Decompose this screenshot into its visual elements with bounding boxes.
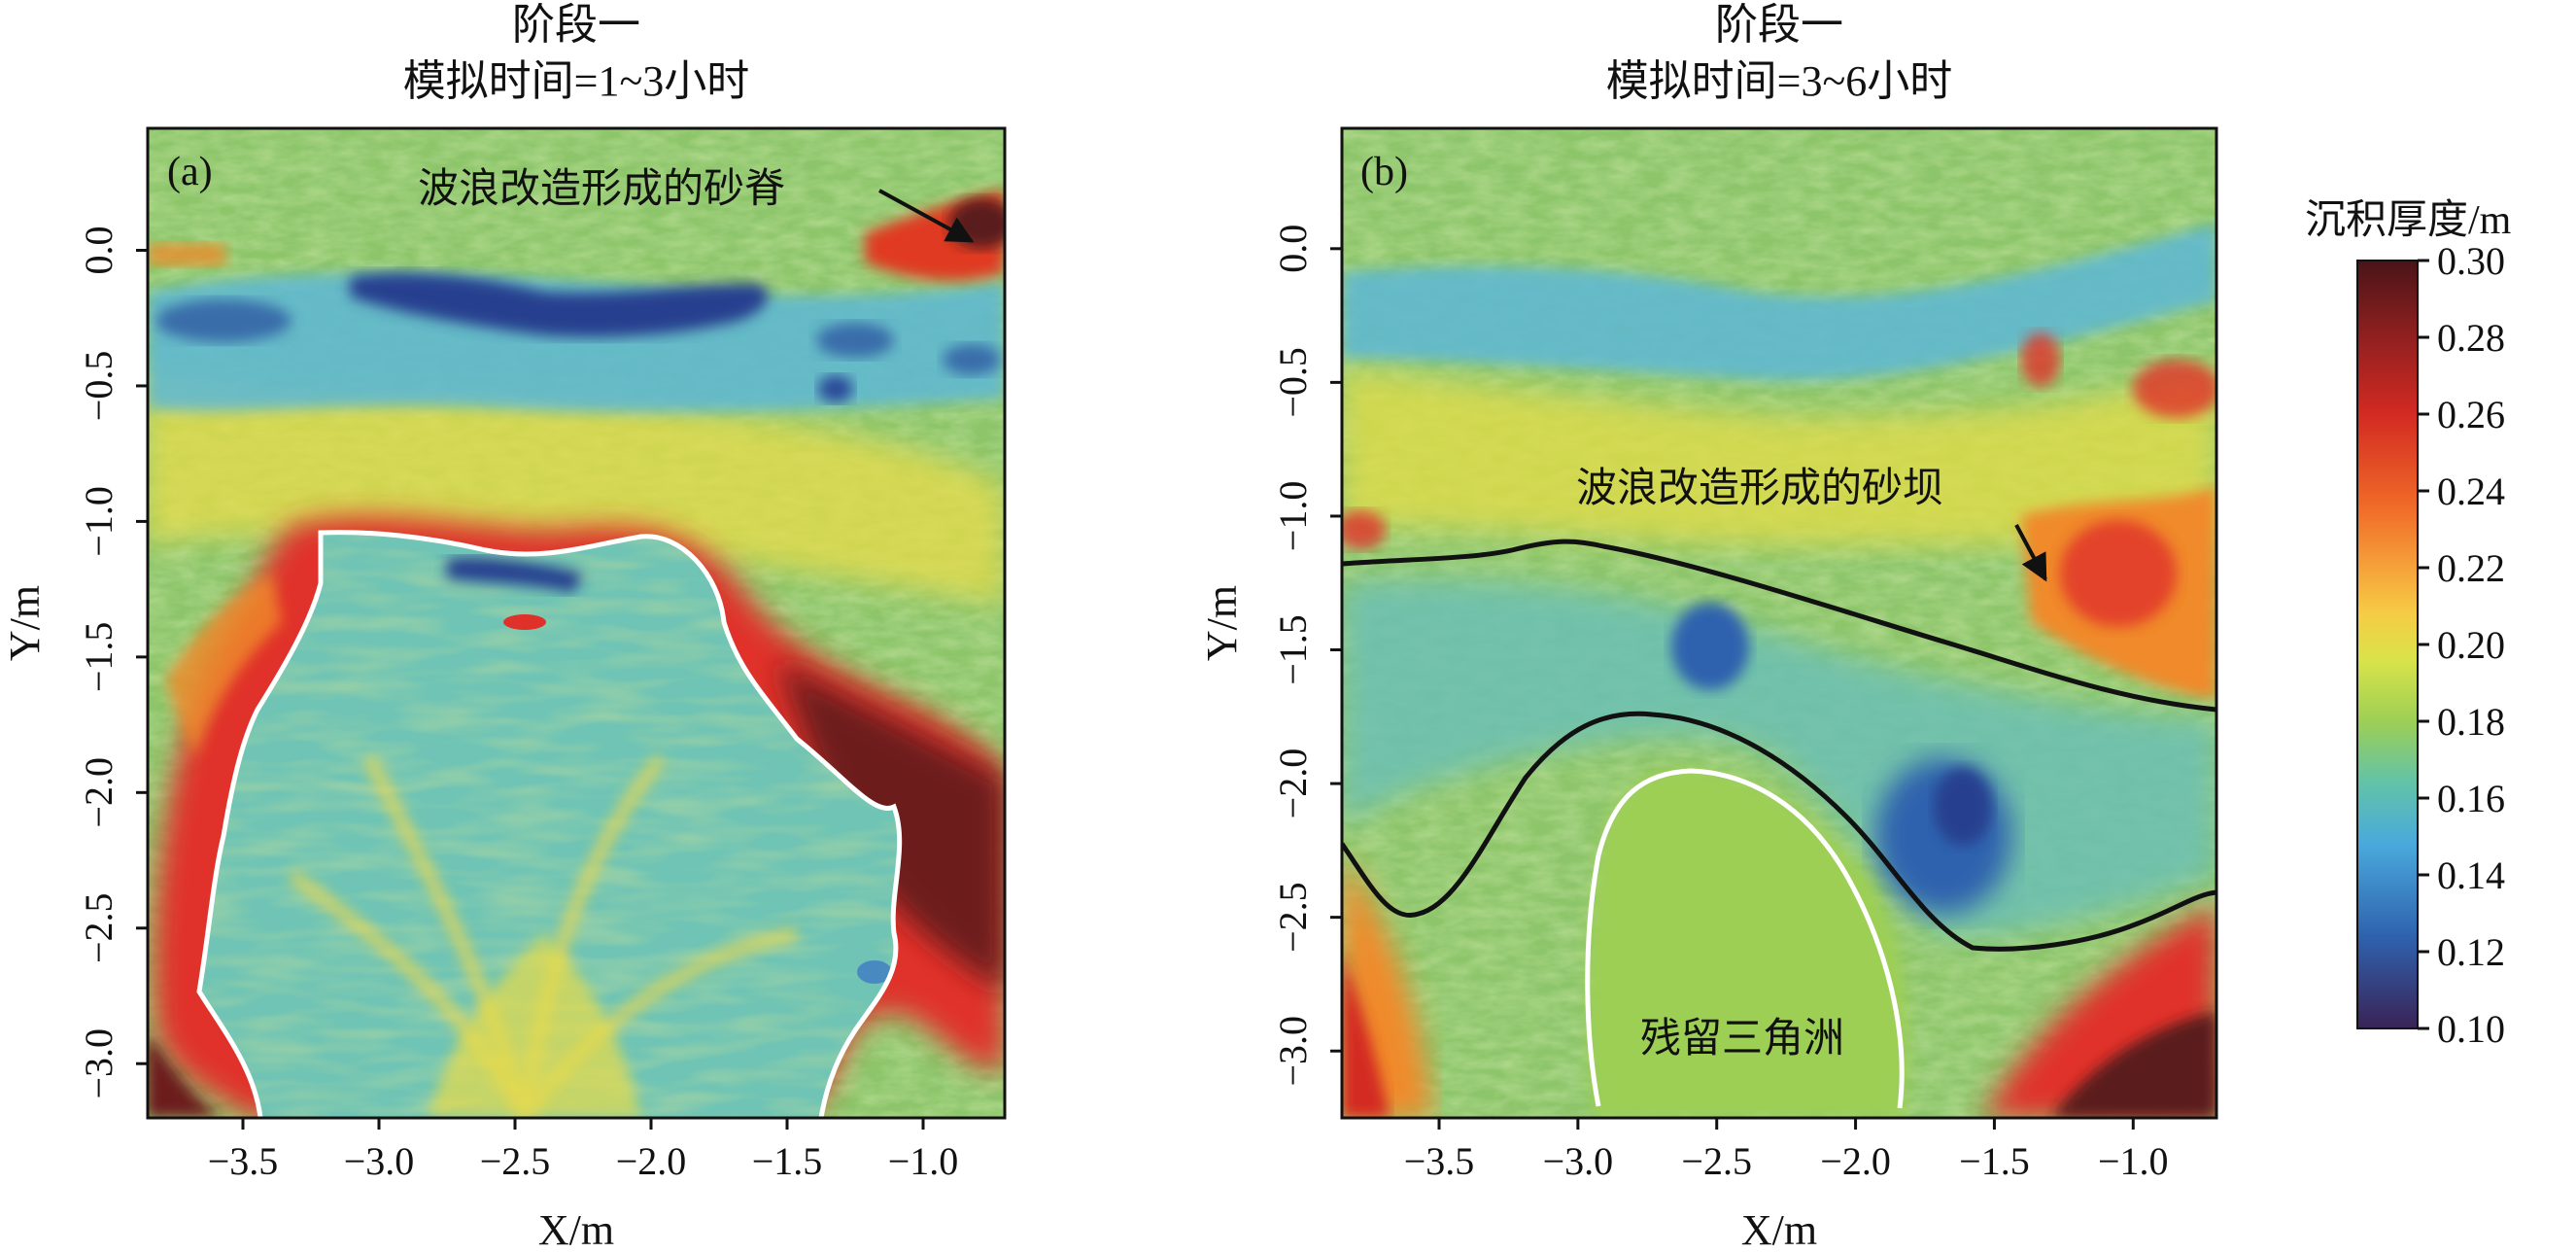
y-tick-label: −1.0 [77,486,120,557]
colorbar-tick-label: 0.10 [2437,1007,2505,1051]
colorbar-tick-label: 0.26 [2437,393,2505,436]
panel-a-annotation-arrow [878,189,975,243]
y-tick-label: −1.5 [1271,614,1315,685]
y-tick-label: −1.0 [1271,481,1315,552]
panel-b-annotation-arrow [2014,524,2047,582]
colorbar-tick-label: 0.14 [2437,853,2505,897]
panel-a: 阶段一 模拟时间=1~3小时 [1,1,1007,1253]
y-tick-label: 0.0 [77,226,120,275]
panel-a-axes: −3.5 −3.0 −2.5 −2.0 −1.5 −1.0 0.0 −0.5 −1.0 −1.5 −… [77,226,958,1183]
y-tick-label: −2.0 [77,757,120,828]
panel-b-xlabel: X/m [1741,1206,1817,1249]
x-tick-label: −2.5 [480,1139,551,1183]
panel-a-label: (a) [167,150,213,194]
panel-b-annotation-remnant: 残留三角洲 [1640,1017,1844,1062]
y-tick-label: −3.0 [1271,1016,1315,1087]
x-tick-label: −2.0 [616,1139,687,1183]
x-tick-label: −1.5 [1959,1139,2030,1183]
panel-b-heatmap [1342,128,2216,1118]
panel-a-ylabel: Y/m [1,585,49,661]
colorbar-tick-label: 0.16 [2437,777,2505,820]
panel-b: 阶段一 模拟时间=3~6小时 [1198,1,2218,1253]
y-tick-label: −3.0 [77,1028,120,1099]
panel-a-annotation: 波浪改造形成的砂脊 [418,166,785,212]
x-tick-label: −1.5 [752,1139,823,1183]
x-tick-label: −3.5 [1404,1139,1475,1183]
colorbar: 沉积厚度/m 0.300.280.260.240.220.200.180.160… [2305,198,2512,1051]
y-tick-label: −2.0 [1271,748,1315,819]
x-tick-label: −2.5 [1681,1139,1752,1183]
x-tick-label: −3.5 [208,1139,279,1183]
panel-b-title: 阶段一 [1715,1,1843,49]
colorbar-title: 沉积厚度/m [2305,198,2512,243]
x-tick-label: −2.0 [1820,1139,1891,1183]
x-tick-label: −3.0 [1543,1139,1614,1183]
y-tick-label: −1.5 [77,622,120,693]
colorbar-tick-label: 0.28 [2437,316,2505,360]
colorbar-ticks: 0.30 0.28 0.26 0.24 0.22 0.20 0.18 0.16 0.14 0.12… [2418,239,2505,1051]
colorbar-tick-label: 0.24 [2437,470,2505,513]
colorbar-tick-label: 0.20 [2437,623,2505,667]
y-tick-label: −2.5 [77,892,120,963]
panel-b-ylabel: Y/m [1198,585,1246,661]
colorbar-tick-label: 0.30 [2437,239,2505,283]
x-tick-label: −1.0 [888,1139,959,1183]
colorbar-tick-label: 0.18 [2437,700,2505,744]
y-tick-label: −0.5 [1271,347,1315,418]
y-tick-label: 0.0 [1271,225,1315,273]
x-tick-label: −3.0 [344,1139,415,1183]
panel-a-title: 阶段一 [512,1,640,49]
y-tick-label: −0.5 [77,351,120,422]
colorbar-gradient [2356,260,2419,1029]
panel-b-axes: −3.5 −3.0 −2.5 −2.0 −1.5 −1.0 0.0 −0.5 −1.0 −1.5 −… [1271,225,2168,1183]
panel-b-subtitle: 模拟时间=3~6小时 [1606,57,1953,105]
panel-a-xlabel: X/m [538,1206,614,1249]
x-tick-label: −1.0 [2098,1139,2169,1183]
colorbar-tick-label: 0.12 [2437,930,2505,974]
y-tick-label: −2.5 [1271,882,1315,953]
panel-b-annotation-sandbar: 波浪改造形成的砂坝 [1576,466,1943,511]
panel-b-label: (b) [1360,150,1408,194]
panel-a-heatmap [148,128,1005,1118]
panel-a-subtitle: 模拟时间=1~3小时 [403,57,750,105]
colorbar-tick-label: 0.22 [2437,546,2505,590]
